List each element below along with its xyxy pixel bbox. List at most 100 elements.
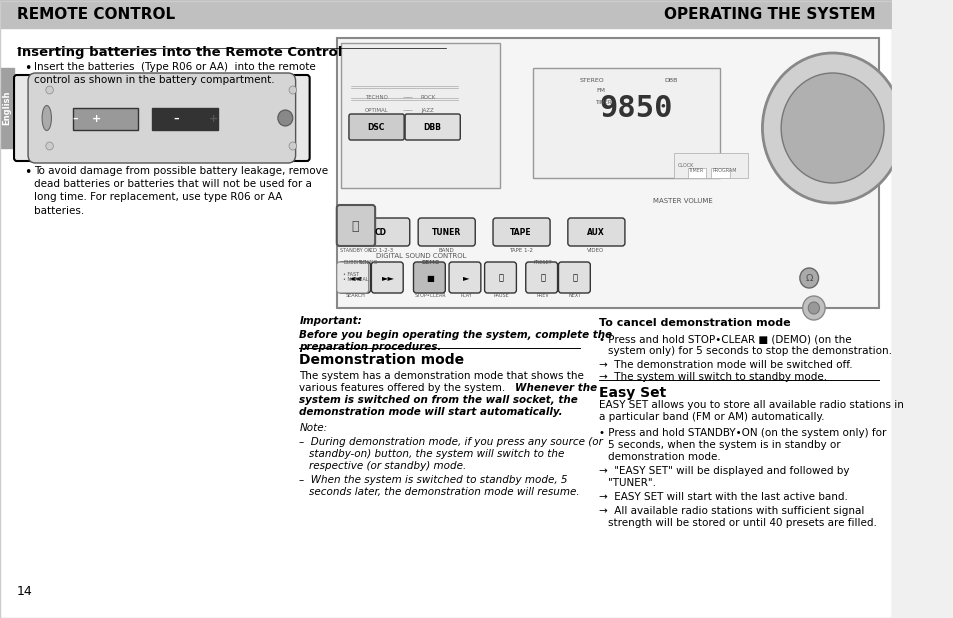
Text: –  During demonstration mode, if you press any source (or: – During demonstration mode, if you pres… [299,437,602,447]
Text: ►►: ►► [381,274,395,282]
FancyBboxPatch shape [449,262,480,293]
FancyBboxPatch shape [525,262,557,293]
Text: respective (or standby) mode.: respective (or standby) mode. [309,461,465,471]
Text: Whenever the: Whenever the [514,383,596,393]
Text: PRESET: PRESET [533,260,551,265]
Bar [0,0,892,28]
FancyBboxPatch shape [417,218,475,246]
Text: Insert the batteries  (Type R06 or AA)  into the remote
control as shown in the : Insert the batteries (Type R06 or AA) in… [33,62,315,85]
Text: +: + [91,114,101,124]
Text: ⏮: ⏮ [539,274,544,282]
Text: TIMER: TIMER [595,100,611,105]
Text: DSC: DSC [367,122,384,132]
Text: +: + [209,114,217,124]
Text: ◄◄: ◄◄ [349,274,361,282]
Circle shape [46,86,53,94]
Text: Easy Set: Easy Set [598,386,665,400]
Text: CD: CD [375,227,386,237]
Bar [687,168,705,178]
FancyBboxPatch shape [371,262,403,293]
Text: demonstration mode will start automatically.: demonstration mode will start automatica… [299,407,562,417]
Text: ⏻: ⏻ [352,219,359,232]
Text: 14: 14 [17,585,32,598]
Text: JAZZ: JAZZ [420,108,434,113]
Text: Note:: Note: [299,423,327,433]
Text: CLOCK: CLOCK [678,163,694,167]
Text: Inserting batteries into the Remote Control: Inserting batteries into the Remote Cont… [17,46,342,59]
Text: "TUNER".: "TUNER". [607,478,656,488]
Text: ⏸: ⏸ [498,274,503,282]
Circle shape [801,296,824,320]
Circle shape [277,110,293,126]
Text: ROCK: ROCK [420,95,436,100]
Text: demonstration mode.: demonstration mode. [607,452,720,462]
Text: VIDEO: VIDEO [587,248,604,253]
Text: OPTIMAL: OPTIMAL [364,108,388,113]
Circle shape [46,142,53,150]
Bar [673,153,747,178]
FancyBboxPatch shape [567,218,624,246]
Text: →  All available radio stations with sufficient signal: → All available radio stations with suff… [598,506,863,516]
Text: PLAY: PLAY [459,293,472,298]
Circle shape [289,142,296,150]
Text: DUBBING: DUBBING [343,260,366,265]
Text: DIGITAL SOUND CONTROL: DIGITAL SOUND CONTROL [375,253,466,259]
FancyBboxPatch shape [349,114,404,140]
FancyBboxPatch shape [493,218,550,246]
Text: DBB: DBB [663,78,677,83]
Text: TIMER: TIMER [687,167,702,172]
Text: Demonstration mode: Demonstration mode [299,353,464,367]
Text: →  The demonstration mode will be switched off.: → The demonstration mode will be switche… [598,360,851,370]
Text: TUNER: TUNER [431,227,460,237]
Text: →  The system will switch to standby mode.: → The system will switch to standby mode… [598,372,826,382]
Text: • Press and hold STOP•CLEAR ■ (DEMO) (on the: • Press and hold STOP•CLEAR ■ (DEMO) (on… [598,334,850,344]
Text: 5 seconds, when the system is in standby or: 5 seconds, when the system is in standby… [607,440,840,450]
Text: BAND: BAND [437,248,454,253]
Text: strength will be stored or until 40 presets are filled.: strength will be stored or until 40 pres… [607,518,876,528]
Text: –: – [72,114,77,124]
Text: To cancel demonstration mode: To cancel demonstration mode [598,318,789,328]
Text: Before you begin operating the system, complete the: Before you begin operating the system, c… [299,330,612,340]
Text: TAPE: TAPE [510,227,532,237]
FancyBboxPatch shape [558,262,590,293]
Text: DBB: DBB [423,122,440,132]
Text: •: • [24,166,31,179]
Text: TECHNO: TECHNO [364,95,387,100]
FancyBboxPatch shape [336,262,368,293]
Text: –  When the system is switched to standby mode, 5: – When the system is switched to standby… [299,475,567,485]
Bar [336,38,879,308]
Text: OPERATING THE SYSTEM: OPERATING THE SYSTEM [663,7,875,22]
Text: ■: ■ [426,274,434,282]
Text: The system has a demonstration mode that shows the: The system has a demonstration mode that… [299,371,583,381]
Text: ——: —— [402,95,413,100]
Circle shape [289,86,296,94]
Bar [72,108,138,130]
FancyBboxPatch shape [484,262,516,293]
Text: PROGRAM: PROGRAM [712,167,737,172]
Text: STANDBY ON: STANDBY ON [339,248,371,253]
FancyBboxPatch shape [353,218,410,246]
Text: • FAST: • FAST [343,272,359,277]
Text: EASY SET allows you to store all available radio stations in: EASY SET allows you to store all availab… [598,400,902,410]
Bar [710,168,729,178]
Text: ——: —— [402,108,413,113]
Text: Ω: Ω [804,273,812,283]
Text: TAPE 1-2: TAPE 1-2 [509,248,533,253]
Text: AUX: AUX [586,227,604,237]
Text: system only) for 5 seconds to stop the demonstration.: system only) for 5 seconds to stop the d… [607,346,891,356]
Text: • Press and hold STANDBY•ON (on the system only) for: • Press and hold STANDBY•ON (on the syst… [598,428,885,438]
Text: –: – [172,114,178,124]
Text: PREV: PREV [536,293,548,298]
Circle shape [761,53,902,203]
FancyBboxPatch shape [14,75,310,161]
Text: TUNING: TUNING [358,260,377,265]
FancyBboxPatch shape [405,114,459,140]
Text: preparation procedures.: preparation procedures. [299,342,441,352]
FancyBboxPatch shape [28,73,295,163]
Bar [533,68,720,178]
Text: various features offered by the system.: various features offered by the system. [299,383,508,393]
FancyBboxPatch shape [338,262,370,293]
Text: CD 1-2-3: CD 1-2-3 [368,248,393,253]
Bar [152,108,217,130]
Text: →  EASY SET will start with the last active band.: → EASY SET will start with the last acti… [598,492,846,502]
